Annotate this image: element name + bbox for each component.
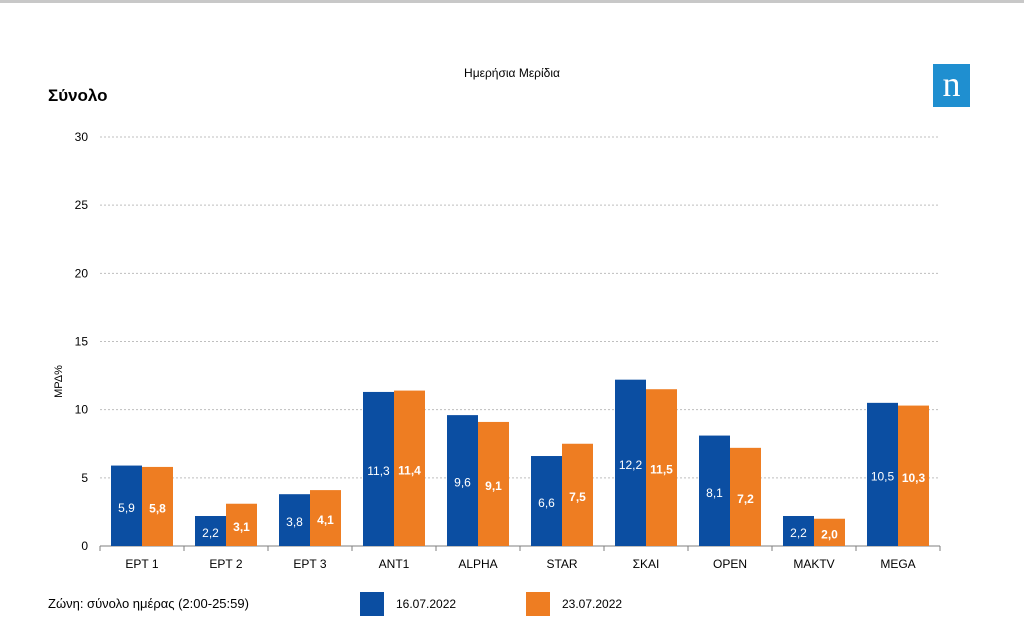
bar-series-2 xyxy=(394,390,425,546)
data-label-series-2: 2,0 xyxy=(821,527,838,541)
y-tick-label: 30 xyxy=(75,130,89,144)
data-label-series-2: 10,3 xyxy=(902,471,926,485)
bar-series-1 xyxy=(363,391,394,546)
bar-series-1 xyxy=(867,402,898,546)
y-tick-label: 10 xyxy=(75,403,89,417)
x-tick-label: MAKTV xyxy=(793,557,834,571)
data-label-series-2: 4,1 xyxy=(317,513,334,527)
data-label-series-2: 7,5 xyxy=(569,490,586,504)
y-tick-label: 20 xyxy=(75,266,89,280)
x-tick-label: ALPHA xyxy=(458,557,497,571)
section-title: Σύνολο xyxy=(48,86,108,105)
x-tick-label: ΕΡΤ 1 xyxy=(125,557,158,571)
bar-series-2 xyxy=(478,421,509,546)
y-tick-label: 15 xyxy=(75,335,89,349)
y-tick-label: 5 xyxy=(81,471,88,485)
bar-series-1 xyxy=(783,516,814,546)
bar-series-2 xyxy=(646,389,677,546)
legend-label-series-1: 16.07.2022 xyxy=(396,597,457,611)
top-rule xyxy=(0,0,1024,3)
data-label-series-2: 9,1 xyxy=(485,479,502,493)
data-label-series-2: 11,4 xyxy=(398,463,421,477)
bar-series-2 xyxy=(730,447,761,546)
x-tick-label: ΣΚΑΙ xyxy=(633,557,660,571)
x-tick-label: ΕΡΤ 2 xyxy=(209,557,242,571)
data-label-series-1: 10,5 xyxy=(871,469,895,483)
data-label-series-2: 3,1 xyxy=(233,520,250,534)
data-label-series-1: 11,3 xyxy=(367,464,390,478)
bar-series-2 xyxy=(898,405,929,546)
legend-swatch-series-2 xyxy=(526,592,550,616)
data-label-series-2: 11,5 xyxy=(650,463,673,477)
data-label-series-1: 3,8 xyxy=(286,515,303,529)
bar-series-2 xyxy=(562,443,593,546)
bar-series-1 xyxy=(615,379,646,546)
bar-series-1 xyxy=(531,456,562,546)
bar-series-1 xyxy=(279,494,310,546)
x-tick-label: OPEN xyxy=(713,557,747,571)
y-tick-label: 25 xyxy=(75,198,89,212)
nielsen-logo-icon: n xyxy=(933,64,970,107)
bar-series-1 xyxy=(195,516,226,546)
data-label-series-1: 6,6 xyxy=(538,496,555,510)
legend-item-series-2: 23.07.2022 xyxy=(526,592,622,616)
data-label-series-1: 2,2 xyxy=(790,526,807,540)
x-tick-label: ANT1 xyxy=(379,557,410,571)
bar-series-2 xyxy=(814,518,845,546)
data-label-series-2: 5,8 xyxy=(149,501,166,515)
bar-series-2 xyxy=(226,503,257,546)
data-label-series-2: 7,2 xyxy=(737,492,754,506)
legend-label-series-2: 23.07.2022 xyxy=(562,597,623,611)
data-label-series-1: 2,2 xyxy=(202,526,219,540)
bar-series-1 xyxy=(699,435,730,546)
chart-title: Ημερήσια Μερίδια xyxy=(464,66,560,80)
bar-series-1 xyxy=(111,465,142,546)
bar-series-1 xyxy=(447,415,478,546)
y-tick-label: 0 xyxy=(81,539,88,553)
bar-series-2 xyxy=(310,490,341,546)
x-tick-label: MEGA xyxy=(880,557,915,571)
y-axis-label: ΜΡΔ% xyxy=(53,365,65,398)
legend-swatch-series-1 xyxy=(360,592,384,616)
x-tick-label: ΕΡΤ 3 xyxy=(293,557,326,571)
legend-item-series-1: 16.07.2022 xyxy=(360,592,456,616)
data-label-series-1: 8,1 xyxy=(706,486,723,500)
data-label-series-1: 9,6 xyxy=(454,476,471,490)
x-tick-label: STAR xyxy=(546,557,577,571)
zone-label: Ζώνη: σύνολο ημέρας (2:00-25:59) xyxy=(48,596,249,611)
data-label-series-1: 12,2 xyxy=(619,458,643,472)
data-label-series-1: 5,9 xyxy=(118,501,135,515)
bar-series-2 xyxy=(142,466,173,546)
